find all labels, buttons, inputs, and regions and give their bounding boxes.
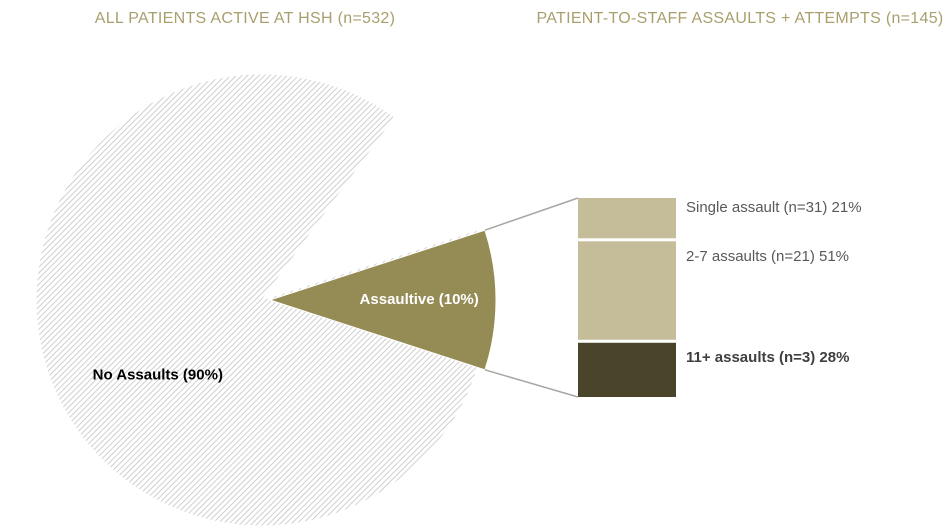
bar-segment	[578, 342, 676, 397]
bar-label: Single assault (n=31) 21%	[686, 197, 898, 218]
connector	[484, 369, 579, 398]
bar-label-name: Single assault (n=31)	[686, 199, 828, 216]
connector	[484, 197, 579, 231]
pie-label: Assaultive (10%)	[360, 291, 479, 308]
bar-label: 2-7 assaults (n=21) 51%	[686, 246, 898, 267]
bar-segment	[578, 241, 676, 340]
bar-label-value: 28%	[819, 349, 850, 367]
bar-title: PATIENT-TO-STAFF ASSAULTS + ATTEMPTS (n=…	[536, 10, 944, 27]
bar-segment	[578, 198, 676, 239]
bar-label-name: 2-7 assaults (n=21)	[686, 247, 815, 265]
bar-label-value: 21%	[831, 199, 862, 216]
bar-label-name: 11+ assaults (n=3)	[686, 349, 816, 367]
pie-label: No Assaults (90%)	[93, 367, 223, 384]
pie-title: ALL PATIENTS ACTIVE AT HSH (n=532)	[94, 10, 396, 27]
pie-slice	[268, 229, 497, 371]
pie-slice	[35, 73, 489, 527]
bar-label-value: 51%	[819, 247, 850, 265]
bar-label: 11+ assaults (n=3) 28%	[686, 347, 898, 368]
